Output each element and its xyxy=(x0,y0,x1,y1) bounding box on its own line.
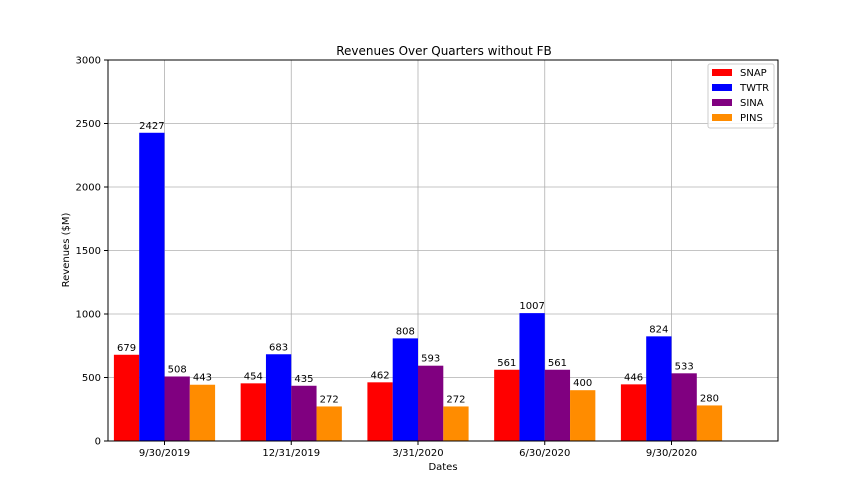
legend-label: SINA xyxy=(740,98,764,109)
bar-snap xyxy=(620,384,647,441)
legend-swatch-twtr xyxy=(712,84,732,91)
legend: SNAP TWTR SINA PINS xyxy=(707,63,775,129)
data-label: 272 xyxy=(446,394,465,405)
data-label: 561 xyxy=(497,358,516,369)
bar-sina xyxy=(164,376,190,441)
bar-pins xyxy=(696,405,723,441)
x-axis-ticks: 9/30/2019 12/31/2019 3/31/2020 6/30/2020 9/3… xyxy=(139,441,697,459)
x-tick-label: 9/30/2019 xyxy=(139,448,190,459)
legend-label: TWTR xyxy=(739,83,769,94)
data-label: 1007 xyxy=(519,301,544,312)
bar-sina xyxy=(418,365,444,441)
bar-snap xyxy=(367,382,393,441)
y-tick-label: 0 xyxy=(95,437,101,448)
bar-twtr xyxy=(265,354,292,441)
bar-pins xyxy=(570,390,596,441)
bar-snap xyxy=(240,383,266,441)
y-tick-label: 1500 xyxy=(76,246,101,257)
bar-snap xyxy=(113,354,140,441)
y-axis-label: Revenues ($M) xyxy=(61,213,72,288)
bar-pins xyxy=(443,406,469,441)
bar-twtr xyxy=(646,336,672,441)
data-label: 679 xyxy=(117,343,136,354)
y-tick-label: 1000 xyxy=(76,310,101,321)
bar-twtr xyxy=(519,313,545,441)
x-axis-label: Dates xyxy=(428,462,457,473)
data-labels-group: 679 454 462 561 446 2427 683 808 1007 824 508 435 59… xyxy=(117,121,719,406)
data-label: 400 xyxy=(573,378,592,389)
x-tick-label: 6/30/2020 xyxy=(519,448,570,459)
data-label: 280 xyxy=(700,393,719,404)
data-label: 462 xyxy=(371,370,390,381)
data-label: 443 xyxy=(193,373,212,384)
bar-sina xyxy=(291,385,317,441)
legend-swatch-snap xyxy=(712,69,732,76)
chart-title: Revenues Over Quarters without FB xyxy=(336,44,552,58)
data-label: 808 xyxy=(396,326,415,337)
y-tick-label: 2000 xyxy=(76,183,101,194)
legend-frame xyxy=(707,63,775,129)
legend-label: SNAP xyxy=(740,68,767,79)
y-axis-ticks: 0 500 1000 1500 2000 2500 3000 xyxy=(76,56,108,448)
y-tick-label: 3000 xyxy=(76,56,101,67)
legend-swatch-sina xyxy=(712,99,732,106)
bar-twtr xyxy=(392,338,418,441)
legend-label: PINS xyxy=(740,113,763,124)
legend-swatch-pins xyxy=(712,114,732,121)
x-tick-label: 9/30/2020 xyxy=(646,448,697,459)
x-tick-label: 12/31/2019 xyxy=(262,448,320,459)
bar-pins xyxy=(189,384,216,441)
data-label: 561 xyxy=(548,358,567,369)
bar-sina xyxy=(544,369,571,441)
bars-group xyxy=(113,132,723,441)
bar-sina xyxy=(671,373,697,441)
data-label: 593 xyxy=(421,354,440,365)
x-tick-label: 3/31/2020 xyxy=(392,448,443,459)
data-label: 2427 xyxy=(139,121,164,132)
data-label: 446 xyxy=(624,372,643,383)
data-label: 435 xyxy=(294,374,313,385)
bar-twtr xyxy=(139,132,165,441)
data-label: 824 xyxy=(649,324,668,335)
y-tick-label: 500 xyxy=(82,373,101,384)
bar-snap xyxy=(494,369,520,441)
data-label: 683 xyxy=(269,342,288,353)
data-label: 454 xyxy=(244,371,263,382)
data-label: 508 xyxy=(168,364,187,375)
bar-pins xyxy=(316,406,342,441)
y-tick-label: 2500 xyxy=(76,119,101,130)
data-label: 272 xyxy=(320,394,339,405)
data-label: 533 xyxy=(675,361,694,372)
